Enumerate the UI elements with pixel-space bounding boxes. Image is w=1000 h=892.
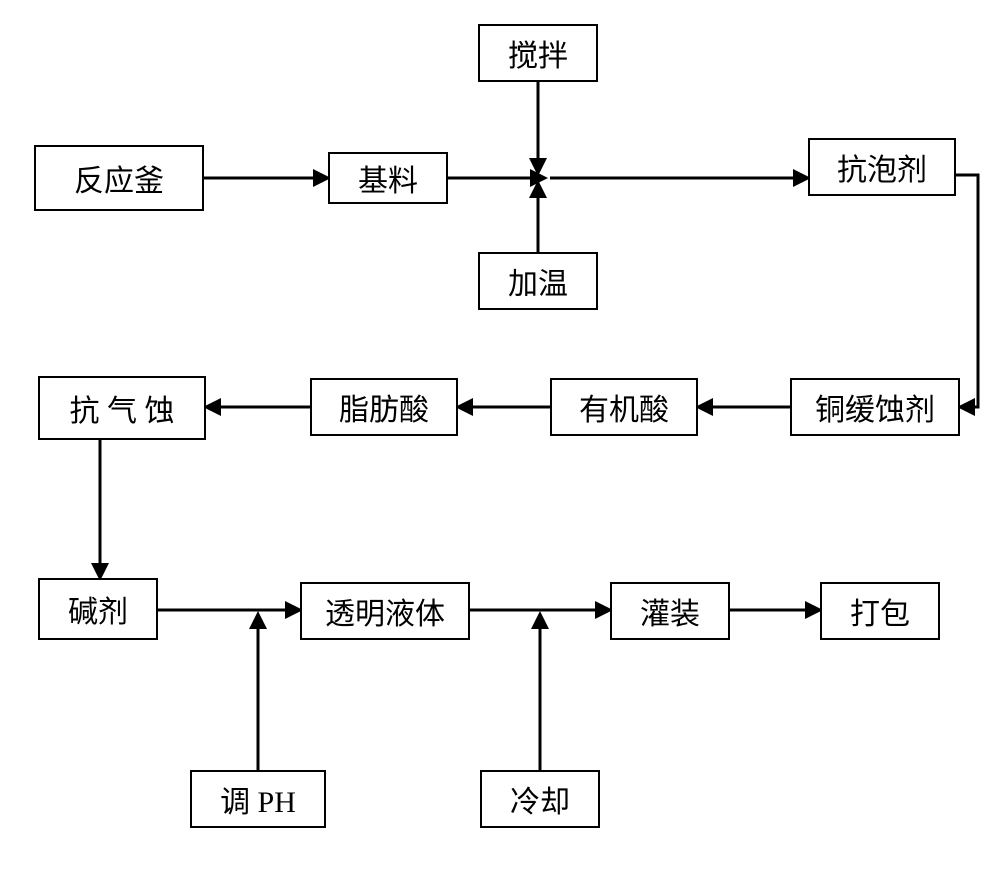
node-alkali: 碱剂 — [38, 578, 158, 640]
node-base: 基料 — [328, 152, 448, 204]
node-cu-inhib: 铜缓蚀剂 — [790, 378, 960, 436]
edges-layer — [0, 0, 1000, 892]
node-antifoam: 抗泡剂 — [808, 138, 956, 196]
node-anticav: 抗 气 蚀 — [38, 376, 206, 440]
node-heat: 加温 — [478, 252, 598, 310]
node-fatty: 脂肪酸 — [310, 378, 458, 436]
node-ph: 调 PH — [190, 770, 326, 828]
node-clear: 透明液体 — [300, 582, 470, 640]
node-pack: 打包 — [820, 582, 940, 640]
node-cool: 冷却 — [480, 770, 600, 828]
node-org-acid: 有机酸 — [550, 378, 698, 436]
flowchart-canvas: 反应釜 基料 搅拌 加温 抗泡剂 铜缓蚀剂 有机酸 脂肪酸 抗 气 蚀 碱剂 调… — [0, 0, 1000, 892]
edge — [956, 175, 978, 407]
node-fill: 灌装 — [610, 582, 730, 640]
node-reactor: 反应釜 — [34, 145, 204, 211]
node-stir: 搅拌 — [478, 24, 598, 82]
